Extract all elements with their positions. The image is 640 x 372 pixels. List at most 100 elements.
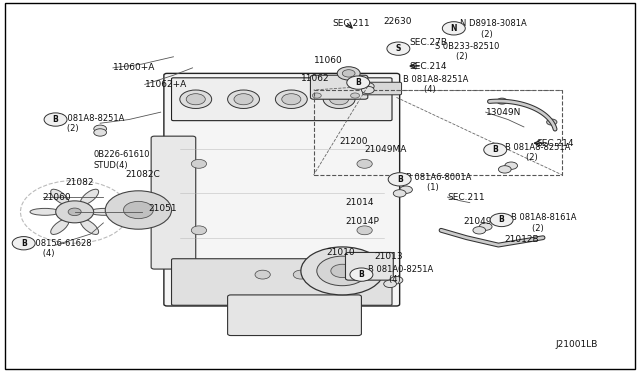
Circle shape: [12, 237, 35, 250]
Text: 21049MA: 21049MA: [365, 145, 407, 154]
Circle shape: [351, 93, 360, 98]
FancyBboxPatch shape: [172, 78, 392, 121]
Text: B: B: [52, 115, 58, 124]
Circle shape: [384, 280, 396, 288]
Text: 21051: 21051: [148, 203, 177, 213]
Text: N: N: [451, 24, 457, 33]
Text: B 081A8-8251A
        (2): B 081A8-8251A (2): [505, 143, 570, 163]
Text: 21082: 21082: [65, 178, 93, 187]
Text: SEC.211: SEC.211: [447, 193, 485, 202]
Circle shape: [390, 276, 403, 284]
Text: 0B226-61610
STUD(4): 0B226-61610 STUD(4): [94, 150, 150, 170]
Text: B 081A0-8251A
        (4): B 081A0-8251A (4): [368, 265, 433, 284]
Text: B 081A6-8001A
        (1): B 081A6-8001A (1): [406, 173, 472, 192]
Circle shape: [399, 186, 412, 193]
Circle shape: [394, 190, 406, 197]
Text: 21012B: 21012B: [505, 235, 540, 244]
Text: 21013: 21013: [374, 251, 403, 261]
Text: 11060+A: 11060+A: [113, 63, 156, 72]
Circle shape: [387, 42, 410, 55]
FancyBboxPatch shape: [151, 136, 196, 269]
Text: N D8918-3081A
        (2): N D8918-3081A (2): [460, 19, 527, 39]
Circle shape: [124, 201, 154, 219]
Circle shape: [362, 86, 374, 94]
Circle shape: [388, 173, 411, 186]
Circle shape: [180, 90, 212, 109]
Ellipse shape: [90, 208, 119, 215]
Circle shape: [362, 83, 374, 90]
Text: B: B: [397, 175, 403, 184]
Ellipse shape: [81, 189, 99, 205]
Text: 21049M: 21049M: [463, 217, 500, 225]
Circle shape: [497, 98, 507, 104]
Circle shape: [479, 223, 492, 230]
Text: SEC.214: SEC.214: [409, 61, 447, 71]
Circle shape: [275, 90, 307, 109]
Ellipse shape: [51, 219, 69, 234]
FancyBboxPatch shape: [172, 259, 392, 305]
Circle shape: [442, 22, 465, 35]
Circle shape: [342, 70, 355, 77]
Text: B: B: [492, 145, 498, 154]
Text: 11062+A: 11062+A: [145, 80, 187, 89]
Text: S 0B233-82510
        (2): S 0B233-82510 (2): [435, 42, 499, 61]
Text: B 08156-61628
      (4): B 08156-61628 (4): [27, 239, 92, 259]
Ellipse shape: [51, 189, 69, 205]
Circle shape: [357, 160, 372, 168]
Ellipse shape: [30, 208, 60, 215]
Circle shape: [490, 213, 513, 227]
Circle shape: [191, 160, 207, 168]
Circle shape: [68, 208, 81, 216]
Circle shape: [94, 129, 106, 136]
Circle shape: [301, 247, 384, 295]
Text: J21001LB: J21001LB: [556, 340, 598, 349]
Text: 21060: 21060: [43, 193, 72, 202]
FancyBboxPatch shape: [164, 73, 399, 306]
Text: B: B: [499, 215, 504, 224]
Text: B 081A8-8251A
   (2): B 081A8-8251A (2): [59, 113, 124, 133]
Text: 21200: 21200: [339, 137, 367, 146]
Text: 11060: 11060: [314, 56, 342, 65]
Text: B: B: [355, 78, 361, 87]
Circle shape: [94, 125, 106, 132]
Text: 21014P: 21014P: [346, 217, 380, 225]
Bar: [314, 90, 562, 175]
Circle shape: [357, 226, 372, 235]
Circle shape: [323, 90, 355, 109]
Text: SEC.214: SEC.214: [537, 139, 574, 148]
Circle shape: [105, 191, 172, 229]
Circle shape: [484, 143, 507, 157]
FancyBboxPatch shape: [363, 82, 401, 95]
Text: B: B: [21, 239, 27, 248]
Text: S: S: [396, 44, 401, 53]
Text: B 081A8-8251A
        (4): B 081A8-8251A (4): [403, 75, 468, 94]
Circle shape: [312, 93, 321, 98]
Text: 11062: 11062: [301, 74, 330, 83]
FancyBboxPatch shape: [346, 253, 394, 280]
Circle shape: [293, 270, 308, 279]
Circle shape: [547, 119, 557, 125]
Circle shape: [473, 227, 486, 234]
Circle shape: [350, 268, 373, 281]
Text: 21014: 21014: [346, 198, 374, 207]
Text: B 081A8-8161A
        (2): B 081A8-8161A (2): [511, 213, 577, 232]
Text: 22630: 22630: [384, 17, 412, 26]
Circle shape: [347, 76, 370, 89]
Circle shape: [64, 206, 86, 218]
Text: 21010: 21010: [326, 248, 355, 257]
Circle shape: [317, 256, 368, 286]
Text: 21082C: 21082C: [125, 170, 161, 179]
Circle shape: [186, 94, 205, 105]
Circle shape: [234, 94, 253, 105]
Circle shape: [282, 94, 301, 105]
Circle shape: [499, 166, 511, 173]
Circle shape: [255, 270, 270, 279]
Circle shape: [228, 90, 259, 109]
Text: SEC.27B: SEC.27B: [409, 38, 447, 46]
Text: 13049N: 13049N: [486, 108, 521, 117]
Circle shape: [337, 67, 360, 80]
FancyBboxPatch shape: [228, 295, 362, 336]
Circle shape: [505, 162, 518, 169]
Circle shape: [191, 226, 207, 235]
FancyBboxPatch shape: [310, 75, 368, 99]
